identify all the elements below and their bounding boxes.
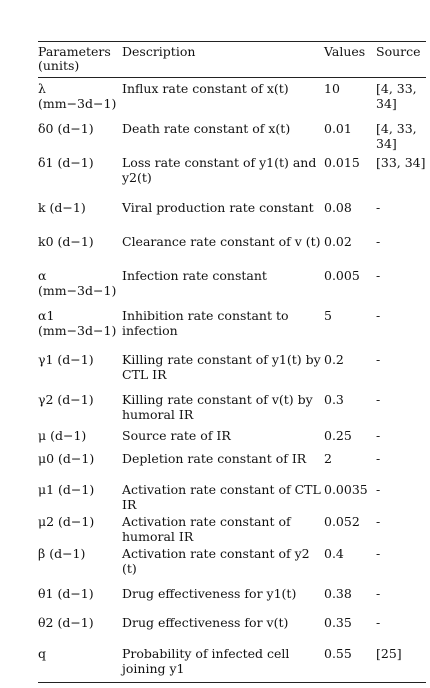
- header-parameters: Parameters (units): [38, 44, 111, 73]
- value-cell: 5: [324, 308, 332, 323]
- source-cell: -: [376, 482, 381, 497]
- source-cell: -: [376, 352, 381, 367]
- param-cell: γ1 (d−1): [38, 352, 94, 367]
- source-cell: [33, 34]: [376, 155, 426, 170]
- source-cell: [4, 33, 34]: [376, 121, 417, 151]
- desc-cell: Activation rate constant of CTL IR: [122, 482, 321, 512]
- value-cell: 2: [324, 451, 332, 466]
- param-cell: θ1 (d−1): [38, 586, 94, 601]
- param-cell: q: [38, 646, 47, 661]
- source-cell: -: [376, 546, 381, 561]
- desc-cell: Drug effectiveness for v(t): [122, 615, 289, 630]
- param-cell: k0 (d−1): [38, 234, 94, 249]
- source-cell: [25]: [376, 646, 402, 661]
- value-cell: 0.55: [324, 646, 352, 661]
- desc-cell: Activation rate constant of y2 (t): [122, 546, 310, 576]
- header-source: Source: [376, 44, 421, 59]
- desc-cell: Clearance rate constant of v (t): [122, 234, 321, 249]
- value-cell: 0.38: [324, 586, 352, 601]
- value-cell: 0.015: [324, 155, 360, 170]
- value-cell: 0.25: [324, 428, 352, 443]
- source-cell: -: [376, 615, 381, 630]
- desc-cell: Viral production rate constant: [122, 200, 314, 215]
- param-cell: μ0 (d−1): [38, 451, 95, 466]
- source-cell: -: [376, 200, 381, 215]
- desc-cell: Infection rate constant: [122, 268, 267, 283]
- desc-cell: Inhibition rate constant to infection: [122, 308, 289, 338]
- param-cell: μ (d−1): [38, 428, 87, 443]
- header-rule: [38, 77, 426, 78]
- value-cell: 0.2: [324, 352, 344, 367]
- value-cell: 0.005: [324, 268, 360, 283]
- desc-cell: Killing rate constant of v(t) by humoral…: [122, 392, 313, 422]
- param-cell: λ (mm−3d−1): [38, 81, 117, 111]
- param-cell: k (d−1): [38, 200, 86, 215]
- desc-cell: Probability of infected cell joining y1: [122, 646, 290, 676]
- value-cell: 10: [324, 81, 340, 96]
- value-cell: 0.3: [324, 392, 344, 407]
- source-cell: -: [376, 428, 381, 443]
- bottom-rule: [38, 682, 426, 683]
- desc-cell: Activation rate constant of humoral IR: [122, 514, 291, 544]
- desc-cell: Depletion rate constant of IR: [122, 451, 307, 466]
- header-values: Values: [324, 44, 366, 59]
- param-cell: θ2 (d−1): [38, 615, 94, 630]
- param-cell: μ1 (d−1): [38, 482, 95, 497]
- source-cell: [4, 33, 34]: [376, 81, 417, 111]
- value-cell: 0.052: [324, 514, 360, 529]
- param-cell: δ1 (d−1): [38, 155, 94, 170]
- desc-cell: Source rate of IR: [122, 428, 231, 443]
- source-cell: -: [376, 308, 381, 323]
- value-cell: 0.4: [324, 546, 344, 561]
- value-cell: 0.35: [324, 615, 352, 630]
- source-cell: -: [376, 234, 381, 249]
- source-cell: -: [376, 514, 381, 529]
- source-cell: -: [376, 268, 381, 283]
- desc-cell: Loss rate constant of y1(t) and y2(t): [122, 155, 317, 185]
- param-cell: γ2 (d−1): [38, 392, 94, 407]
- value-cell: 0.02: [324, 234, 352, 249]
- source-cell: -: [376, 392, 381, 407]
- value-cell: 0.0035: [324, 482, 368, 497]
- source-cell: -: [376, 451, 381, 466]
- value-cell: 0.01: [324, 121, 352, 136]
- source-cell: -: [376, 586, 381, 601]
- desc-cell: Killing rate constant of y1(t) by CTL IR: [122, 352, 321, 382]
- value-cell: 0.08: [324, 200, 352, 215]
- param-cell: α1 (mm−3d−1): [38, 308, 117, 338]
- param-cell: δ0 (d−1): [38, 121, 94, 136]
- param-cell: β (d−1): [38, 546, 86, 561]
- param-cell: μ2 (d−1): [38, 514, 95, 529]
- header-description: Description: [122, 44, 196, 59]
- top-rule: [38, 41, 426, 42]
- param-cell: α (mm−3d−1): [38, 268, 117, 298]
- desc-cell: Drug effectiveness for y1(t): [122, 586, 297, 601]
- desc-cell: Influx rate constant of x(t): [122, 81, 289, 96]
- desc-cell: Death rate constant of x(t): [122, 121, 291, 136]
